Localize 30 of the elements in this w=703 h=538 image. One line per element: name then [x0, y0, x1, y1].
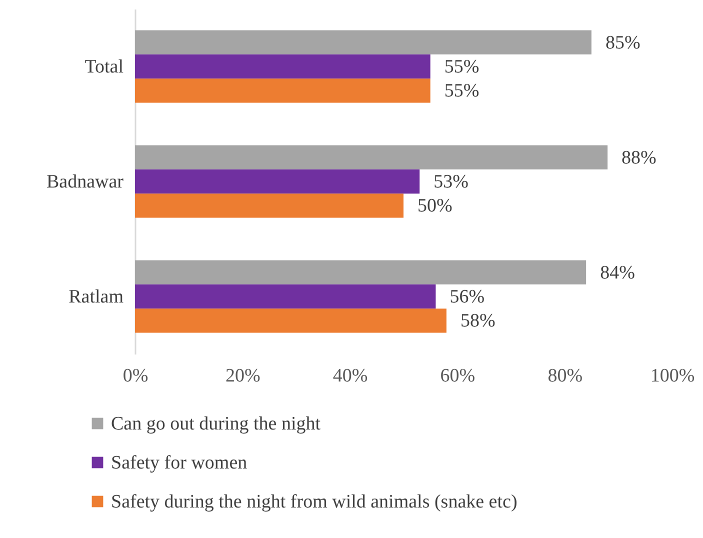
x-tick-label: 20% — [225, 366, 260, 386]
legend-label: Safety during the night from wild animals (snake etc) — [111, 492, 518, 512]
bar — [135, 194, 404, 218]
data-label: 58% — [460, 310, 496, 332]
y-tick-label: Badnawar — [46, 172, 124, 192]
data-label: 53% — [434, 172, 469, 192]
data-label: 55% — [444, 56, 480, 78]
x-tick-label: 100% — [650, 366, 695, 386]
bar — [135, 169, 420, 194]
bar — [135, 145, 608, 170]
bar — [135, 260, 586, 284]
bar — [135, 78, 430, 103]
data-label: 84% — [600, 262, 636, 284]
bar — [135, 54, 430, 79]
legend-label: Safety for women — [111, 452, 248, 474]
x-tick-label: 80% — [548, 366, 583, 386]
bar — [135, 30, 592, 54]
data-label: 85% — [605, 32, 640, 54]
data-label: 56% — [450, 286, 485, 308]
y-tick-label: Ratlam — [68, 286, 124, 308]
y-tick-label: Total — [84, 56, 124, 78]
data-label: 55% — [444, 80, 480, 102]
bar — [135, 284, 436, 309]
x-tick-label: 60% — [440, 366, 476, 386]
data-label: 88% — [622, 147, 657, 168]
legend-label: Can go out during the night — [111, 414, 322, 434]
bar — [135, 308, 446, 333]
x-tick-label: 40% — [332, 366, 368, 386]
x-tick-label: 0% — [122, 366, 148, 386]
data-label: 50% — [418, 196, 452, 217]
